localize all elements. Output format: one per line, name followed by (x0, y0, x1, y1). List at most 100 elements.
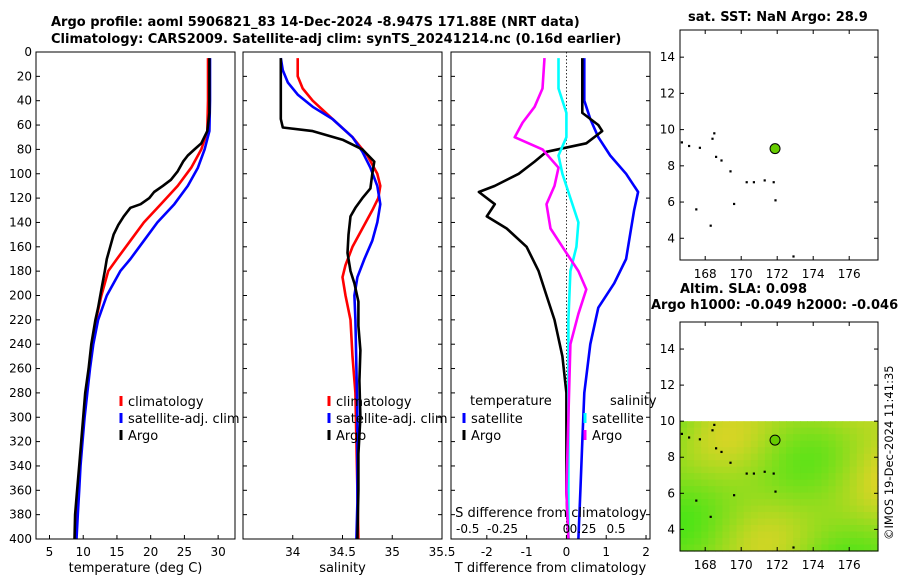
sla-heatmap-cell (863, 453, 872, 461)
sla-heatmap-cell (729, 453, 738, 461)
sla-heatmap-cell (814, 466, 823, 474)
sla-heatmap-cell (736, 499, 745, 507)
coast-island-mark (774, 199, 777, 202)
coast-island-mark (745, 472, 748, 475)
sla-heatmap-cell (722, 434, 731, 442)
legend-heading-temperature: temperature (470, 394, 552, 409)
legend-label: satellite-adj. clim (128, 412, 240, 427)
sla-heatmap-cell (779, 505, 787, 513)
sla-heatmap-cell (870, 473, 879, 481)
sla-heatmap-cell (736, 544, 745, 552)
sla-heatmap-cell (779, 538, 787, 546)
sla-heatmap-cell (729, 427, 738, 435)
sla-heatmap-cell (835, 499, 844, 507)
sla-heatmap-cell (687, 512, 695, 520)
sla-heatmap-cell (743, 460, 752, 468)
sla-heatmap-cell (715, 447, 724, 455)
x-tick-label: 34.5 (329, 545, 356, 559)
sla-heatmap-cell (680, 492, 688, 500)
sst-map-title: sat. SST: NaN Argo: 28.9 (688, 10, 868, 25)
sla-heatmap-cell (786, 525, 794, 533)
sla-heatmap-cell (757, 473, 766, 481)
sla-heatmap-cell (694, 466, 702, 474)
sla-heatmap-cell (750, 460, 759, 468)
sla-heatmap-cell (870, 421, 879, 429)
sla-heatmap-cell (708, 505, 716, 513)
sla-heatmap-cell (821, 492, 830, 500)
sla-heatmap-cell (821, 505, 830, 513)
sla-heatmap-cell (736, 486, 745, 494)
sla-heatmap-cell (708, 447, 716, 455)
sla-heatmap-cell (849, 538, 858, 546)
sla-heatmap-cell (722, 518, 731, 526)
sla-heatmap-cell (835, 512, 844, 520)
sla-heatmap-cell (694, 479, 702, 487)
y-tick-label: 60 (17, 118, 32, 132)
argo-position-marker (769, 434, 781, 446)
difference-axes-frame (450, 51, 651, 540)
sla-heatmap-cell (708, 473, 716, 481)
sla-heatmap-cell (715, 486, 724, 494)
difference-line-s-satellite (557, 58, 580, 539)
sla-heatmap-cell (793, 518, 801, 526)
sla-heatmap-cell (863, 460, 872, 468)
coast-island-mark (792, 546, 795, 549)
sla-heatmap-cell (793, 544, 801, 552)
sla-heatmap-cell (694, 525, 702, 533)
sla-heatmap-cell (757, 538, 766, 546)
legend-label: satellite-adj. clim (336, 412, 448, 427)
sla-heatmap-cell (779, 518, 787, 526)
legend-label: satellite (471, 412, 523, 427)
sla-heatmap-cell (757, 544, 766, 552)
difference-x-axis-label: T difference from climatology (454, 561, 647, 576)
sla-heatmap-cell (764, 486, 773, 494)
sla-heatmap-cell (757, 486, 766, 494)
salinity-line-satellite-adj-clim (279, 57, 382, 540)
sla-heatmap-cell (842, 453, 851, 461)
sla-heatmap-cell (793, 447, 801, 455)
sla-heatmap-cell (715, 505, 724, 513)
sla-heatmap-cell (701, 460, 709, 468)
sla-heatmap-cell (835, 473, 844, 481)
sla-heatmap-cell (708, 531, 716, 539)
sla-heatmap-cell (800, 421, 808, 429)
sla-heatmap-cell (870, 538, 879, 546)
sla-heatmap-cell (736, 440, 745, 448)
sla-heatmap-cell (807, 499, 815, 507)
sla-heatmap-cell (757, 421, 766, 429)
sla-heatmap-cell (715, 544, 724, 552)
sla-heatmap-cell (680, 538, 688, 546)
sla-heatmap-cell (835, 538, 844, 546)
sla-heatmap-cell (779, 447, 787, 455)
sla-heatmap-cell (743, 440, 752, 448)
sla-heatmap-cell (786, 427, 794, 435)
sla-heatmap-cell (680, 531, 688, 539)
sla-heatmap-cell (694, 473, 702, 481)
sla-heatmap-cell (729, 473, 738, 481)
coast-island-mark (688, 436, 691, 439)
sla-heatmap-cell (757, 492, 766, 500)
x-tick-label: 174 (802, 558, 825, 572)
sla-heatmap-cell (856, 544, 865, 552)
sla-heatmap-cell (863, 447, 872, 455)
salinity-line-climatology (296, 58, 382, 540)
sla-heatmap-cell (736, 492, 745, 500)
sla-heatmap-cell (694, 460, 702, 468)
sla-heatmap-cell (680, 447, 688, 455)
sla-heatmap-cell (729, 531, 738, 539)
sla-heatmap-cell (771, 421, 780, 429)
legend-heading-salinity: salinity (610, 394, 657, 409)
sla-heatmap-cell (687, 499, 695, 507)
sla-heatmap-cell (764, 531, 773, 539)
sla-heatmap-cell (708, 466, 716, 474)
sla-heatmap-cell (800, 518, 808, 526)
sla-heatmap-cell (835, 479, 844, 487)
sla-heatmap-cell (800, 512, 808, 520)
sla-heatmap-cell (856, 499, 865, 507)
y-tick-label: 360 (9, 483, 32, 497)
sla-heatmap-cell (736, 460, 745, 468)
coast-island-mark (733, 202, 736, 206)
x2-tick-label: 0.5 (606, 522, 625, 536)
sla-heatmap-cell (694, 531, 702, 539)
sla-heatmap-cell (736, 512, 745, 520)
